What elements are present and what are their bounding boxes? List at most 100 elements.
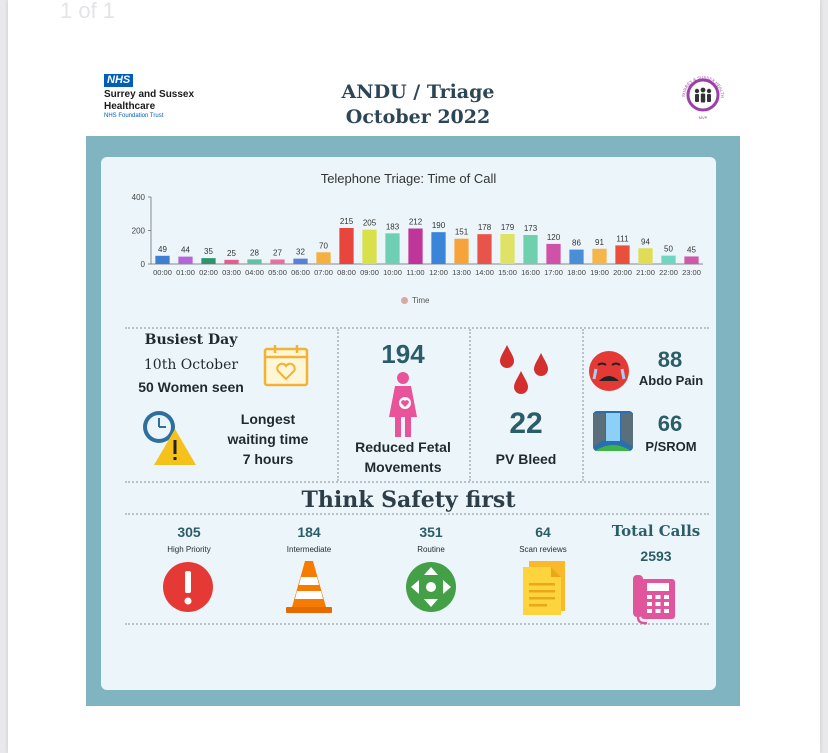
exclamation-icon <box>163 562 213 612</box>
page-title: ANDU / Triage October 2022 <box>288 80 548 130</box>
data-label-1100: 212 <box>409 217 423 226</box>
x-tick-label-0200: 02:00 <box>199 268 218 277</box>
data-label-1300: 151 <box>455 228 469 237</box>
abdo-pain-label: Abdo Pain <box>638 373 704 388</box>
intermediate-label: Intermediate <box>286 545 332 554</box>
total-calls-value: 2593 <box>640 548 672 564</box>
bar-0600 <box>293 258 308 264</box>
divider-middle <box>125 481 709 483</box>
waiting-line3: 7 hours <box>242 451 294 467</box>
x-tick-label-1100: 11:00 <box>406 268 424 277</box>
bar-2000 <box>615 245 630 264</box>
infographic-panel: Telephone Triage: Time of Call 0 200 400 49… <box>101 157 716 690</box>
high-priority-value: 305 <box>177 524 201 540</box>
x-tick-label-2100: 21:00 <box>636 268 655 277</box>
bar-0700 <box>316 252 331 264</box>
blood-drops-icon <box>500 345 548 394</box>
divider-v3 <box>582 329 584 481</box>
legend-label: Time <box>412 296 430 305</box>
srom-value: 66 <box>657 411 683 436</box>
high-priority-label: High Priority <box>167 545 211 554</box>
data-label-0700: 70 <box>319 241 328 250</box>
bar-0400 <box>247 259 262 264</box>
data-label-2000: 111 <box>616 234 629 243</box>
x-tick-label-0000: 00:00 <box>153 268 172 277</box>
data-label-1700: 120 <box>547 233 561 242</box>
bar-1900 <box>592 248 607 264</box>
x-tick-label-1700: 17:00 <box>544 268 563 277</box>
data-label-1600: 173 <box>524 224 538 233</box>
x-tick-label-0600: 06:00 <box>291 268 310 277</box>
chart-legend: Time <box>401 296 429 305</box>
x-tick-label-2300: 23:00 <box>682 268 701 277</box>
rfm-value: 194 <box>381 339 425 369</box>
bar-1100 <box>408 228 423 264</box>
bar-0500 <box>270 259 285 264</box>
data-label-0200: 35 <box>204 247 213 256</box>
nhs-logo: NHS Surrey and Sussex Healthcare NHS Fou… <box>104 70 194 119</box>
routine-value: 351 <box>419 524 443 540</box>
org-subtitle: NHS Foundation Trust <box>104 113 164 119</box>
data-label-0000: 49 <box>158 245 167 254</box>
data-label-1900: 91 <box>595 238 604 247</box>
data-label-1400: 178 <box>478 223 492 232</box>
x-tick-label-1200: 12:00 <box>429 268 448 277</box>
legend-swatch <box>401 297 408 305</box>
mvp-logo: SURREY & SUSSEX HEALTHCARE MVP <box>676 67 725 120</box>
busiest-day-title: Busiest Day <box>144 332 238 348</box>
data-label-1500: 179 <box>501 223 515 232</box>
bar-2300 <box>684 256 699 264</box>
x-tick-label-1500: 15:00 <box>498 268 517 277</box>
bar-1700 <box>546 243 561 264</box>
bar-1400 <box>477 234 492 264</box>
safety-title: Think Safety first <box>301 487 516 513</box>
time-of-call-chart: 0 200 400 49 00:00 44 01:00 35 02:00 25 03:00 28 04:… <box>132 193 703 277</box>
x-tick-label-0900: 09:00 <box>360 268 379 277</box>
chart-title: Telephone Triage: Time of Call <box>320 171 497 186</box>
routine-label: Routine <box>417 545 445 554</box>
x-tick-label-1600: 16:00 <box>521 268 540 277</box>
waterfall-icon <box>593 411 633 451</box>
x-tick-label-0500: 05:00 <box>268 268 287 277</box>
data-label-1000: 183 <box>386 222 400 231</box>
rfm-label-line1: Reduced Fetal <box>355 439 451 455</box>
x-tick-label-2000: 20:00 <box>613 268 632 277</box>
bar-0900 <box>362 229 377 264</box>
telephone-icon <box>633 575 675 625</box>
data-label-0900: 205 <box>363 219 377 228</box>
y-tick-label-0: 0 <box>141 260 146 269</box>
bar-2100 <box>638 248 653 264</box>
bar-1300 <box>454 238 469 264</box>
data-label-2300: 45 <box>687 245 696 254</box>
bar-0800 <box>339 227 354 264</box>
bar-1200 <box>431 232 446 264</box>
traffic-cone-icon <box>286 561 332 613</box>
data-label-0100: 44 <box>181 246 190 255</box>
data-label-1200: 190 <box>432 221 446 230</box>
busiest-day-count: 50 Women seen <box>138 379 244 395</box>
data-label-0300: 25 <box>227 249 236 258</box>
divider-v1 <box>337 329 339 481</box>
scan-reviews-label: Scan reviews <box>519 545 567 554</box>
rfm-label-line2: Movements <box>364 459 442 475</box>
data-label-1800: 86 <box>572 239 581 248</box>
bar-0300 <box>224 259 239 264</box>
bar-1500 <box>500 234 515 264</box>
x-tick-label-1400: 14:00 <box>475 268 494 277</box>
bar-0000 <box>155 255 170 264</box>
org-name-line2: Healthcare <box>104 101 156 112</box>
x-tick-label-1000: 10:00 <box>383 268 402 277</box>
document-icon <box>523 561 565 615</box>
pv-bleed-label: PV Bleed <box>495 451 557 467</box>
bar-2200 <box>661 255 676 264</box>
bar-0200 <box>201 258 216 264</box>
waiting-time: Longest waiting time 7 hours <box>213 409 323 469</box>
rfm-label: Reduced Fetal Movements <box>341 437 465 477</box>
data-label-2100: 94 <box>641 237 650 246</box>
crying-face-icon <box>589 351 629 391</box>
x-tick-label-1900: 19:00 <box>590 268 609 277</box>
title-line2: October 2022 <box>345 106 491 128</box>
calendar-heart-icon <box>263 345 309 387</box>
bar-1800 <box>569 249 584 264</box>
clock-warning-icon <box>143 411 196 465</box>
